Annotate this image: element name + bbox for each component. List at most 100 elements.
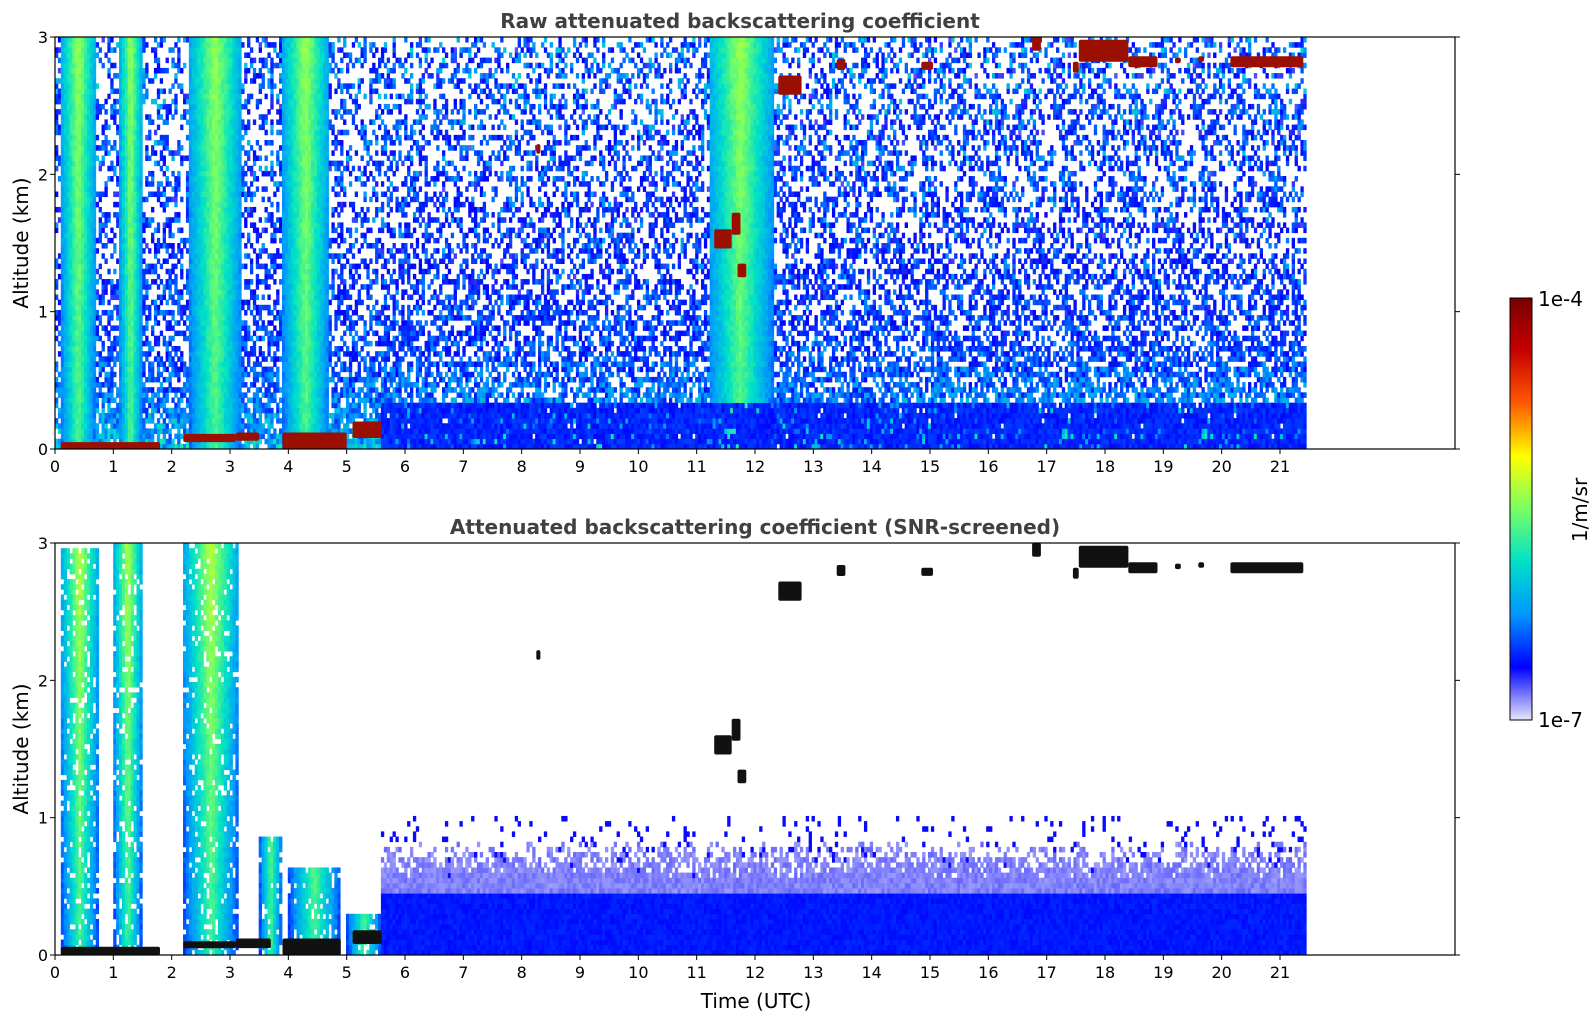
x-tick-label: 14 (861, 457, 881, 476)
snr-cloud-8 (738, 770, 747, 784)
snr-cloud-9 (778, 582, 801, 601)
snr-cloud-14 (1079, 546, 1129, 568)
x-tick-label: 1 (108, 963, 118, 982)
raw-y-axis-label: Altitude (km) (9, 177, 33, 308)
x-tick-label: 0 (50, 963, 60, 982)
x-tick-label: 8 (517, 963, 527, 982)
x-tick-label: 3 (225, 963, 235, 982)
y-tick-label: 0 (38, 440, 48, 459)
colorbar: 1e-4 1e-7 1/m/sr (1510, 287, 1592, 732)
raw-panel: Raw attenuated backscattering coefficien… (9, 9, 1460, 476)
raw-cloud-9 (778, 76, 801, 95)
raw-x-axis: 0 1 2 3 4 5 6 7 8 9 10 11 12 13 14 15 16 17 18 19 20 21 (50, 449, 1290, 476)
raw-cloud-1 (183, 434, 236, 442)
y-tick-label: 2 (38, 165, 48, 184)
raw-cloud-18 (1230, 56, 1303, 67)
x-tick-label: 16 (978, 457, 998, 476)
x-tick-label: 14 (861, 963, 881, 982)
x-tick-label: 21 (1270, 963, 1290, 982)
x-tick-label: 9 (575, 457, 585, 476)
snr-cloud-15 (1128, 562, 1157, 573)
x-tick-label: 15 (920, 457, 940, 476)
raw-cloud-13 (1073, 62, 1079, 73)
snr-cloud-6 (714, 735, 732, 754)
x-tick-label: 10 (628, 963, 648, 982)
y-tick-label: 0 (38, 946, 48, 965)
x-tick-label: 1 (108, 457, 118, 476)
raw-cloud-5 (536, 144, 540, 154)
x-tick-label: 18 (1095, 963, 1115, 982)
x-tick-label: 19 (1153, 457, 1173, 476)
snr-cloud-10 (837, 565, 846, 576)
raw-cloud-16 (1175, 58, 1181, 64)
snr-cloud-0 (61, 947, 160, 955)
y-tick-label: 2 (38, 671, 48, 690)
x-tick-label: 9 (575, 963, 585, 982)
x-tick-label: 21 (1270, 457, 1290, 476)
y-tick-label: 1 (38, 809, 48, 828)
snr-cloud-3 (283, 939, 341, 956)
snr-cloud-11 (921, 568, 933, 576)
x-tick-label: 3 (225, 457, 235, 476)
x-tick-label: 5 (342, 457, 352, 476)
x-tick-label: 20 (1211, 963, 1231, 982)
snr-panel: Attenuated backscattering coefficient (S… (9, 515, 1460, 1013)
snr-cloud-4 (353, 930, 382, 944)
snr-cloud-2 (236, 939, 271, 949)
x-tick-label: 18 (1095, 457, 1115, 476)
snr-cloud-7 (732, 719, 741, 741)
raw-cloud-15 (1128, 56, 1157, 67)
colorbar-max-label: 1e-4 (1538, 287, 1583, 311)
x-tick-label: 16 (978, 963, 998, 982)
figure: Raw attenuated backscattering coefficien… (0, 0, 1595, 1020)
x-tick-label: 8 (517, 457, 527, 476)
x-tick-label: 7 (458, 963, 468, 982)
x-tick-label: 17 (1036, 963, 1056, 982)
y-tick-label: 3 (38, 28, 48, 47)
snr-panel-title: Attenuated backscattering coefficient (S… (450, 515, 1060, 539)
x-tick-label: 4 (283, 457, 293, 476)
x-tick-label: 4 (283, 963, 293, 982)
snr-cloud-16 (1175, 564, 1181, 570)
y-tick-label: 1 (38, 303, 48, 322)
x-tick-label: 13 (803, 457, 823, 476)
x-tick-label: 11 (686, 963, 706, 982)
x-tick-label: 12 (745, 963, 765, 982)
raw-cloud-12 (1032, 37, 1041, 51)
raw-cloud-2 (236, 433, 259, 441)
x-tick-label: 11 (686, 457, 706, 476)
raw-cloud-11 (921, 62, 933, 70)
raw-cloud-17 (1198, 56, 1204, 62)
x-tick-label: 2 (167, 457, 177, 476)
snr-cloud-17 (1198, 562, 1204, 568)
y-tick-label: 3 (38, 534, 48, 553)
snr-cloud-13 (1073, 568, 1079, 579)
raw-cloud-3 (283, 433, 347, 450)
snr-cloud-12 (1032, 543, 1041, 557)
colorbar-label: 1/m/sr (1568, 477, 1592, 542)
snr-y-axis-label: Altitude (km) (9, 683, 33, 814)
x-tick-label: 12 (745, 457, 765, 476)
x-tick-label: 15 (920, 963, 940, 982)
raw-cloud-6 (714, 229, 732, 248)
x-tick-label: 2 (167, 963, 177, 982)
raw-cloud-10 (837, 59, 846, 70)
x-tick-label: 5 (342, 963, 352, 982)
x-tick-label: 10 (628, 457, 648, 476)
raw-cloud-8 (738, 264, 747, 278)
x-tick-label: 6 (400, 963, 410, 982)
x-tick-label: 13 (803, 963, 823, 982)
x-tick-label: 17 (1036, 457, 1056, 476)
x-tick-label: 7 (458, 457, 468, 476)
x-tick-label: 19 (1153, 963, 1173, 982)
x-tick-label: 6 (400, 457, 410, 476)
colorbar-min-label: 1e-7 (1538, 708, 1583, 732)
raw-cloud-4 (353, 422, 382, 439)
raw-panel-title: Raw attenuated backscattering coefficien… (500, 9, 980, 33)
snr-cloud-18 (1230, 562, 1303, 573)
snr-cloud-1 (183, 941, 236, 948)
x-axis-label: Time (UTC) (700, 989, 812, 1013)
snr-x-axis: 0 1 2 3 4 5 6 7 8 9 10 11 12 13 14 15 16 17 18 19 20 21 (50, 955, 1290, 982)
colorbar-scale (1510, 298, 1532, 720)
snr-cloud-5 (536, 650, 540, 660)
